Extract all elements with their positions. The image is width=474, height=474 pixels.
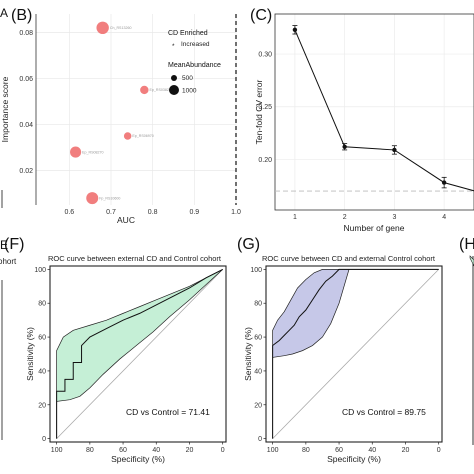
legend-item-increased: Increased — [181, 41, 210, 48]
y-tick-label: 100 — [34, 267, 46, 274]
x-tick-label: 20 — [186, 447, 194, 454]
panel-label-a: A — [0, 6, 8, 20]
x-axis-title: AUC — [117, 215, 135, 225]
roc-curve — [56, 268, 223, 439]
panel-h-ci-fragment — [469, 255, 474, 267]
data-point-label: Ep_RS03825 — [150, 88, 171, 92]
data-point-label: Ep_RS08270 — [82, 150, 103, 154]
data-point — [86, 192, 99, 205]
diagonal-reference-line — [272, 269, 439, 439]
panel-label-c: (C) — [250, 7, 272, 24]
x-tick-label: 20 — [402, 447, 410, 454]
y-tick-label: 80 — [254, 301, 262, 308]
y-tick-label: 100 — [250, 267, 262, 274]
diagonal-reference-line — [56, 269, 223, 439]
x-tick-label: 0 — [437, 447, 441, 454]
panel-e-fragment: ohort — [0, 257, 17, 266]
x-tick-label: 4 — [442, 214, 446, 221]
x-tick-label: 0.9 — [189, 209, 199, 216]
roc-chart-title: ROC curve between CD and external Contro… — [262, 254, 436, 263]
panel-g-roc-curve: 100 80 60 40 20 0 0 20 40 60 80 100 Specificity (%) S… — [243, 254, 443, 464]
y-tick-label: 40 — [254, 368, 262, 375]
data-point — [140, 85, 149, 95]
plot-frame — [274, 13, 474, 211]
panel-f-roc-curve: 100 80 60 40 20 0 0 20 40 60 80 100 Specificity (%) S… — [25, 254, 227, 464]
data-point — [292, 27, 298, 33]
panel-label-h: (H — [459, 236, 474, 253]
y-tick-label: 80 — [38, 301, 46, 308]
x-tick-label: 80 — [302, 447, 310, 454]
panel-h-fragment — [469, 255, 474, 445]
cv-error-line — [294, 29, 474, 192]
y-tick-label: 0 — [42, 436, 46, 443]
x-axis-title: Specificity (%) — [111, 454, 165, 464]
legend-size-label: 500 — [182, 75, 193, 82]
y-tick-label: 0.04 — [19, 122, 33, 129]
data-point — [392, 147, 397, 153]
data-point — [96, 21, 109, 35]
y-axis-title: Importance score — [0, 76, 10, 142]
x-tick-label: 0.6 — [64, 209, 74, 216]
x-axis-title: Number of gene — [344, 223, 405, 233]
y-tick-label: 20 — [38, 402, 46, 409]
roc-chart-title: ROC curve between external CD and Contro… — [48, 254, 222, 263]
data-point — [70, 146, 82, 158]
data-point-label: Fp_RS10600 — [99, 196, 120, 200]
data-point — [441, 180, 447, 185]
x-tick-label: 0.7 — [106, 209, 116, 216]
x-tick-label: 40 — [368, 447, 376, 454]
data-point-label: Ch_RS13260 — [110, 26, 132, 30]
x-tick-label: 2 — [343, 214, 347, 221]
roc-curve — [272, 268, 439, 439]
x-tick-label: 100 — [51, 447, 63, 454]
panel-label-f: (F) — [4, 236, 24, 253]
data-point — [123, 132, 132, 140]
legend-size-small — [171, 75, 177, 81]
y-tick-label: 0.30 — [258, 52, 272, 59]
x-tick-label: 100 — [267, 447, 279, 454]
panel-c-cv-error-line: 1 2 3 4 0.20 0.25 0.30 Number of gene Ten-fold C… — [254, 13, 474, 233]
panel-label-g: (G) — [237, 236, 260, 253]
y-tick-label: 20 — [254, 402, 262, 409]
auc-annotation: CD vs Control = 71.41 — [126, 407, 210, 417]
y-axis-title: Sensitivity (%) — [243, 327, 253, 381]
legend-size-large — [169, 85, 179, 95]
y-axis-title: Sensitivity (%) — [25, 327, 35, 381]
y-axis-title: Ten-fold CV error — [254, 79, 264, 144]
x-tick-label: 3 — [392, 214, 396, 221]
x-tick-label: 1.0 — [231, 209, 241, 216]
x-tick-label: 60 — [335, 447, 343, 454]
x-axis-title: Specificity (%) — [327, 454, 381, 464]
auc-annotation: CD vs Control = 89.75 — [342, 407, 426, 417]
x-tick-label: 40 — [152, 447, 160, 454]
y-tick-label: 0 — [258, 436, 262, 443]
y-tick-label: 40 — [38, 368, 46, 375]
y-tick-label: 0.20 — [258, 157, 272, 164]
y-tick-label: 0.08 — [19, 30, 33, 37]
x-tick-label: 0 — [221, 447, 225, 454]
data-point-label: Ep_RS06970 — [132, 134, 153, 138]
legend-marker-increased: * — [172, 43, 175, 50]
y-tick-label: 0.25 — [258, 104, 272, 111]
y-tick-label: 0.06 — [19, 76, 33, 83]
x-tick-label: 0.8 — [148, 209, 158, 216]
data-point — [342, 144, 347, 149]
x-tick-label: 60 — [119, 447, 127, 454]
panel-label-b: (B) — [11, 7, 32, 24]
legend-size-label: 1000 — [182, 88, 197, 95]
x-tick-label: 1 — [293, 214, 297, 221]
legend-title-cd-enriched: CD Enriched — [168, 30, 208, 37]
panel-b-importance-scatter: 0.6 0.7 0.8 0.9 1.0 0.02 0.04 0.06 0.08 AUC Import… — [0, 14, 241, 225]
panel-label-e: E — [0, 238, 8, 252]
y-tick-label: 0.02 — [19, 168, 33, 175]
legend-title-mean-abundance: MeanAbundance — [168, 62, 221, 69]
y-tick-label: 60 — [254, 335, 262, 342]
y-tick-label: 60 — [38, 335, 46, 342]
x-tick-label: 80 — [86, 447, 94, 454]
